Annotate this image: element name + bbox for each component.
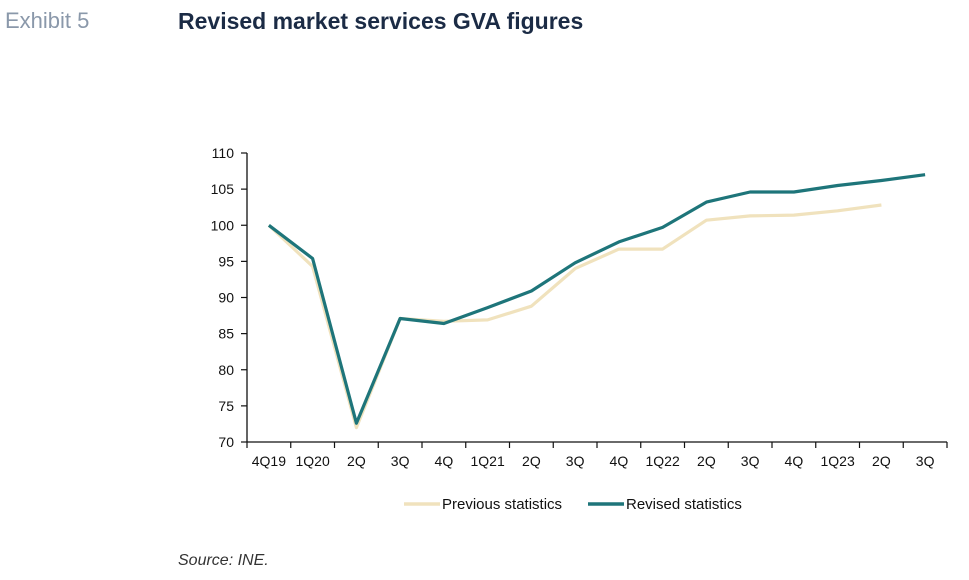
x-tick-label: 2Q — [347, 453, 366, 469]
legend-label-2: Revised statistics — [626, 496, 742, 513]
x-tick-label: 3Q — [741, 453, 760, 469]
source-note: Source: INE. — [178, 552, 269, 569]
series-line-1 — [267, 203, 882, 430]
series-line-2 — [267, 173, 926, 425]
x-tick-label: 3Q — [566, 453, 585, 469]
y-tick-label: 85 — [218, 326, 234, 342]
chart-title: Revised market services GVA figures — [178, 8, 584, 34]
x-tick-label: 3Q — [391, 453, 410, 469]
chart-legend: Previous statistics Revised statistics — [404, 496, 742, 513]
x-tick-label: 4Q — [610, 453, 629, 469]
x-tick-label: 1Q21 — [471, 453, 505, 469]
x-tick-label: 4Q — [785, 453, 804, 469]
x-tick-label: 1Q23 — [821, 453, 855, 469]
x-tick-label: 3Q — [916, 453, 935, 469]
y-tick-label: 110 — [212, 145, 235, 161]
x-tick-label: 2Q — [522, 453, 541, 469]
x-tick-label: 1Q20 — [296, 453, 330, 469]
chart-axes — [246, 153, 947, 443]
chart-series — [267, 173, 926, 430]
y-tick-label: 100 — [211, 217, 235, 233]
y-tick-label: 70 — [218, 434, 234, 450]
y-tick-label: 80 — [218, 362, 234, 378]
x-tick-label: 4Q — [435, 453, 454, 469]
axis-ticks: 70 75 80 85 90 95 100 105 110 4Q19 1Q20 2Q 3Q 4Q 1Q21 2… — [211, 145, 948, 469]
legend-label-1: Previous statistics — [442, 496, 562, 513]
y-tick-label: 75 — [218, 398, 234, 414]
x-tick-label: 1Q22 — [646, 453, 680, 469]
y-tick-label: 105 — [211, 181, 235, 197]
x-tick-label: 2Q — [697, 453, 716, 469]
exhibit-label: Exhibit 5 — [5, 8, 90, 33]
y-tick-label: 90 — [218, 290, 234, 306]
y-tick-label: 95 — [218, 253, 234, 269]
x-tick-label: 4Q19 — [252, 453, 286, 469]
x-tick-label: 2Q — [872, 453, 891, 469]
